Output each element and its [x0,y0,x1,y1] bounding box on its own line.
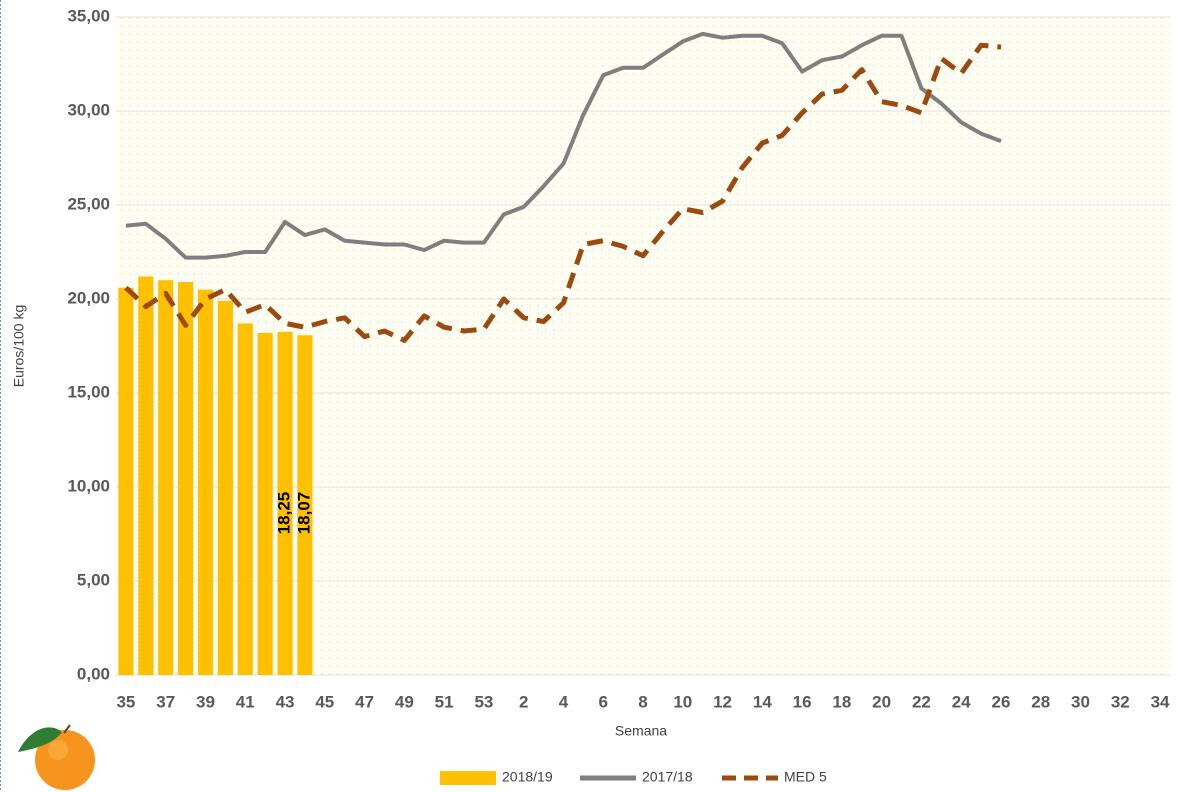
y-axis-label: Euros/100 kg [11,305,27,388]
x-tick-label: 12 [713,692,732,711]
x-tick-label: 39 [196,692,215,711]
y-tick-label: 5,00 [77,570,110,589]
x-tick-label: 53 [474,692,493,711]
dashed-line [124,42,1002,343]
x-tick-label: 51 [435,692,454,711]
legend-label: 2017/18 [642,769,693,785]
data-label: 18,07 [294,492,313,535]
y-tick-label: 35,00 [67,6,110,25]
legend-label: 2018/19 [502,769,553,785]
x-tick-label: 14 [753,692,772,711]
data-label: 18,25 [275,492,294,535]
bar [297,335,313,675]
y-tick-label: 15,00 [67,382,110,401]
x-tick-label: 8 [638,692,647,711]
x-tick-label: 2 [519,692,528,711]
y-tick-label: 20,00 [67,288,110,307]
bar [118,287,134,675]
x-tick-label: 16 [793,692,812,711]
y-tick-label: 25,00 [67,194,110,213]
bar [138,276,154,675]
bar [237,323,253,675]
x-tick-label: 47 [355,692,374,711]
x-tick-label: 45 [315,692,334,711]
bar [158,280,174,675]
line [125,31,1002,260]
x-tick-label: 32 [1111,692,1130,711]
x-tick-label: 43 [276,692,295,711]
plot-area [116,17,1170,675]
y-tick-label: 30,00 [67,100,110,119]
bar [178,282,194,675]
legend-label: MED 5 [784,769,827,785]
y-tick-label: 0,00 [77,664,110,683]
x-tick-label: 26 [992,692,1011,711]
x-tick-label: 28 [1031,692,1050,711]
x-tick-label: 30 [1071,692,1090,711]
x-tick-label: 37 [156,692,175,711]
x-tick-label: 18 [832,692,851,711]
orange-icon [18,724,95,790]
legend-swatch [440,771,496,785]
bar [277,331,293,675]
x-tick-label: 22 [912,692,931,711]
x-tick-label: 35 [116,692,135,711]
x-tick-label: 6 [598,692,607,711]
bar [197,289,214,675]
x-tick-label: 4 [559,692,569,711]
x-tick-label: 41 [236,692,255,711]
x-tick-label: 49 [395,692,414,711]
bar [217,300,233,675]
x-tick-label: 24 [952,692,971,711]
bar [257,332,273,675]
x-tick-label: 20 [872,692,891,711]
x-axis-label: Semana [615,723,667,739]
y-tick-label: 10,00 [67,476,110,495]
x-tick-label: 34 [1151,692,1170,711]
x-tick-label: 10 [673,692,692,711]
